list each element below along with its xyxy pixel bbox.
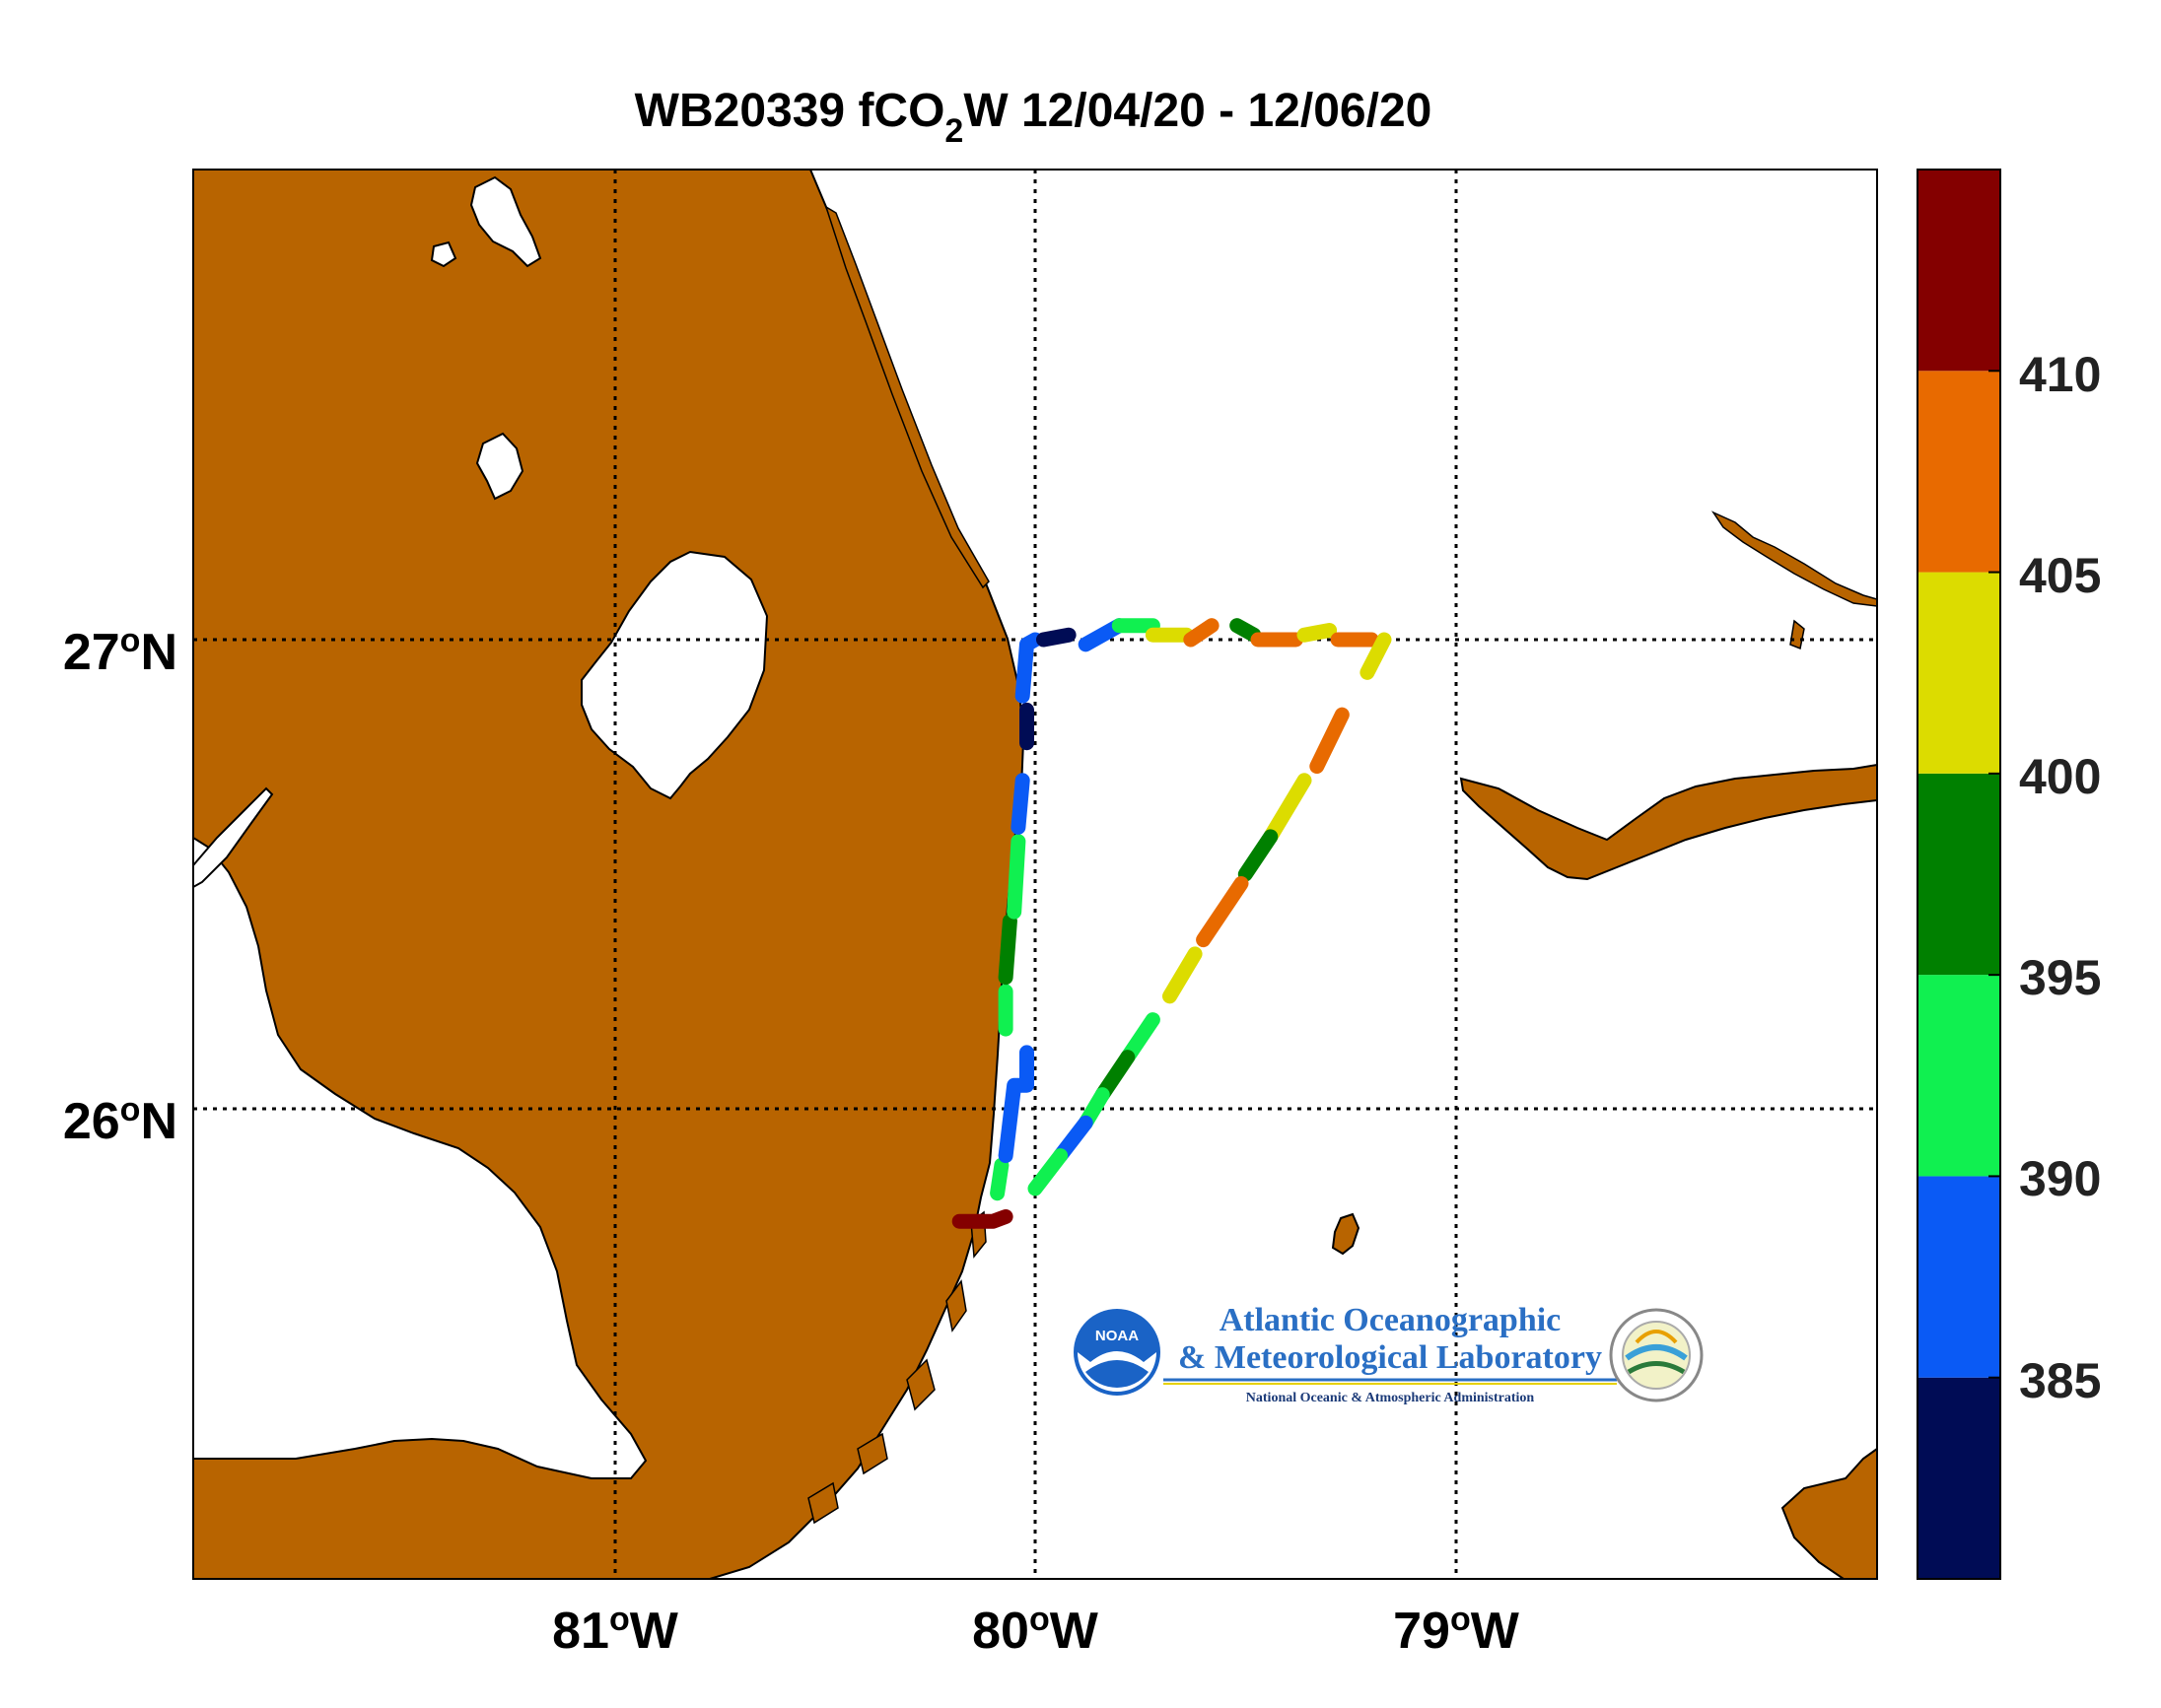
west-coast-inlet [193,786,274,889]
lon-tick-labels: 81oW 80oW 79oW [552,1601,1520,1660]
colorbar-band-410-415 [1917,170,2000,372]
track-segment-21 [1237,829,1279,882]
ship-track [951,618,1392,1229]
track-segment-8 [1014,632,1043,704]
grand-bahama-island [1459,763,1877,881]
colorbar-label-405: 405 [2019,548,2101,603]
colorbar-label-390: 390 [2019,1151,2101,1206]
track-segment-5 [1007,834,1026,920]
colorbar-band-405-410 [1917,371,2000,573]
logo-line-2: & Meteorological Laboratory [1178,1339,1602,1376]
colorbar-label-395: 395 [2019,950,2101,1005]
small-lake-west [430,240,457,268]
colorbar [1917,169,2001,1580]
track-segment-13 [1183,618,1220,648]
andros-island [1780,1447,1877,1579]
colorbar-label-385: 385 [2019,1353,2101,1408]
track-segment-16 [1296,623,1338,643]
logo-line-3: National Oceanic & Atmospheric Administr… [1246,1391,1535,1405]
colorbar-band-400-405 [1917,572,2000,774]
cay-near-grand-bahama [1789,619,1805,650]
map-title: WB20339 fCO2W 12/04/20 - 12/06/20 [635,85,1432,150]
small-lake-central [475,432,524,501]
colorbar-label-400: 400 [2019,749,2101,804]
lat-tick-27: 27oN [63,622,177,681]
svg-text:NOAA: NOAA [1095,1328,1139,1344]
small-lake-north [469,175,542,268]
colorbar-tick-labels: 385 390 395 400 405 410 [2019,347,2101,1408]
aoml-logo: NOAA Atlantic Oceanographic & Meteorolog… [1074,1302,1704,1405]
aoml-seal-icon [1609,1308,1704,1402]
colorbar-frame [1917,169,2001,1580]
logo-line-1: Atlantic Oceanographic [1220,1302,1562,1338]
track-segment-14 [1229,618,1262,643]
colorbar-label-410: 410 [2019,347,2101,402]
track-segment-6 [1011,773,1030,835]
lat-tick-26: 26oN [63,1091,177,1150]
colorbar-band-385-390 [1917,1176,2000,1378]
lon-tick-79: 79oW [1393,1601,1520,1660]
east-coast-barrier [824,205,990,589]
track-segment-18 [1359,632,1392,680]
track-segment-25 [1094,1050,1136,1103]
bimini-island [1331,1212,1360,1256]
lon-tick-80: 80oW [972,1601,1099,1660]
colorbar-band-380-385 [1917,1377,2000,1579]
track-segment-19 [1309,707,1350,774]
plot-frame [192,169,1878,1580]
track-segment-2 [998,1045,1034,1164]
lake-okeechobee [581,550,769,800]
noaa-logo-icon: NOAA [1074,1309,1160,1396]
lon-tick-81: 81oW [552,1601,679,1660]
abaco-cays [1710,511,1877,607]
track-segment-28 [1027,1148,1069,1196]
track-segment-23 [1162,946,1203,1004]
track-segment-22 [1196,876,1249,948]
track-segment-24 [1120,1012,1160,1065]
map-plot-area [192,169,1878,1580]
lat-tick-labels: 27oN 26oN [63,622,177,1150]
track-segment-20 [1263,773,1312,845]
track-segment-9 [1036,627,1077,648]
colorbar-band-390-395 [1917,975,2000,1177]
track-segment-1 [990,1157,1010,1201]
track-segment-4 [998,914,1017,986]
track-segment-0 [951,1209,1013,1229]
colorbar-band-395-400 [1917,773,2000,976]
